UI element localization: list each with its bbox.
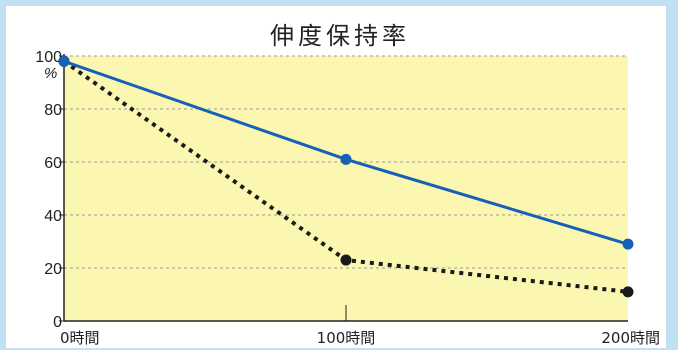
- data-points: [58, 55, 634, 298]
- x-tick-labels: 0時間 100時間 200時間: [60, 305, 660, 347]
- data-point-series-2: [340, 254, 352, 266]
- chart-title: 伸度保持率: [270, 22, 410, 50]
- y-axis-unit: %: [44, 65, 57, 82]
- y-tick-labels: 0 20 40 60 80 100: [35, 49, 64, 331]
- plot-area: [64, 56, 628, 321]
- data-point-series-1: [58, 55, 70, 67]
- y-tick-label: 80: [44, 102, 62, 119]
- y-tick-label: 60: [44, 155, 62, 172]
- x-tick-label: 100時間: [317, 329, 376, 347]
- y-tick-label: 40: [44, 208, 62, 225]
- data-point-series-1: [622, 238, 634, 250]
- x-tick-label: 0時間: [60, 329, 100, 347]
- y-tick-label: 100: [35, 49, 62, 66]
- y-tick-label: 20: [44, 261, 62, 278]
- data-point-series-1: [340, 153, 352, 165]
- y-tick-label: 0: [53, 314, 62, 331]
- x-tick-label: 200時間: [601, 329, 660, 347]
- data-point-series-2: [622, 286, 634, 298]
